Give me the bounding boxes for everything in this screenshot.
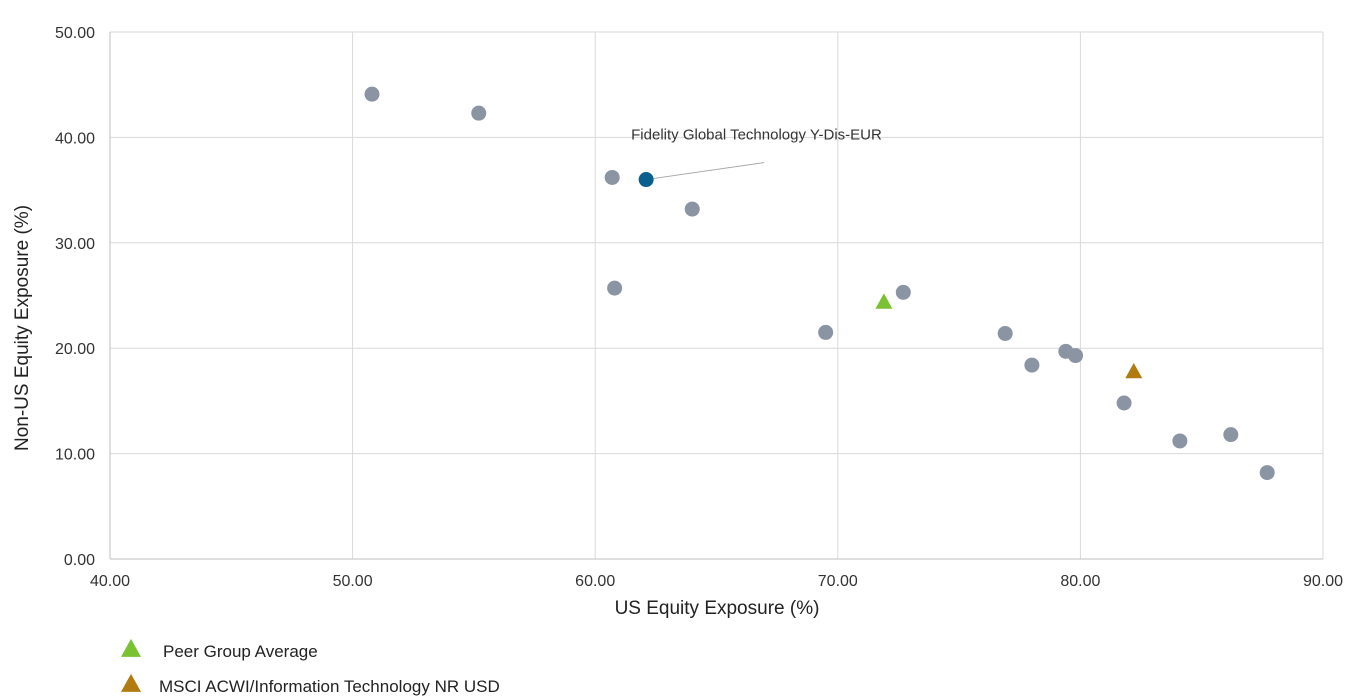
x-tick-label: 90.00 bbox=[1303, 573, 1343, 590]
y-tick-label: 0.00 bbox=[64, 552, 95, 569]
legend-label: Peer Group Average bbox=[163, 642, 318, 661]
peer-fund-point bbox=[1223, 427, 1239, 443]
x-tick-label: 50.00 bbox=[333, 573, 373, 590]
peer-fund-point bbox=[895, 284, 911, 300]
benchmark-point bbox=[1125, 362, 1143, 379]
highlighted-fund-point bbox=[638, 172, 654, 188]
peer-fund-point bbox=[1172, 433, 1188, 449]
data-points bbox=[364, 86, 1275, 481]
annotations: Fidelity Global Technology Y-Dis-EUR bbox=[631, 127, 882, 181]
x-tick-label: 60.00 bbox=[575, 573, 615, 590]
peer-fund-point bbox=[604, 169, 620, 185]
x-tick-label: 40.00 bbox=[90, 573, 130, 590]
legend: Peer Group Average MSCI ACWI/Information … bbox=[121, 638, 500, 696]
tick-labels: 40.00 50.00 60.00 70.00 80.00 90.00 0.00 10.00 2… bbox=[55, 25, 1343, 590]
y-tick-label: 30.00 bbox=[55, 236, 95, 253]
peer-fund-point bbox=[1024, 357, 1040, 373]
peer-fund-point bbox=[997, 325, 1013, 341]
peer-fund-point bbox=[1068, 348, 1084, 364]
y-tick-label: 50.00 bbox=[55, 25, 95, 42]
grid bbox=[110, 31, 1324, 559]
x-tick-label: 70.00 bbox=[818, 573, 858, 590]
peer-fund-point bbox=[684, 201, 700, 217]
peer-group-average-point bbox=[875, 293, 893, 309]
annotation-leader-line bbox=[646, 162, 765, 181]
x-tick-label: 80.00 bbox=[1060, 573, 1100, 590]
x-axis-title: US Equity Exposure (%) bbox=[615, 598, 820, 619]
peer-fund-point bbox=[471, 105, 487, 121]
legend-label: MSCI ACWI/Information Technology NR USD bbox=[159, 677, 500, 696]
peer-fund-point bbox=[818, 324, 834, 340]
y-tick-label: 20.00 bbox=[55, 341, 95, 358]
y-tick-label: 40.00 bbox=[55, 130, 95, 147]
annotation-label: Fidelity Global Technology Y-Dis-EUR bbox=[631, 127, 882, 144]
legend-triangle-marker bbox=[121, 638, 141, 657]
peer-fund-point bbox=[1116, 395, 1132, 411]
peer-fund-point bbox=[607, 280, 623, 296]
legend-triangle-marker bbox=[121, 673, 141, 692]
peer-fund-point bbox=[364, 86, 380, 102]
y-tick-label: 10.00 bbox=[55, 447, 95, 464]
y-axis-title: Non-US Equity Exposure (%) bbox=[12, 205, 33, 451]
axes bbox=[109, 32, 1323, 560]
peer-fund-point bbox=[1259, 465, 1275, 481]
